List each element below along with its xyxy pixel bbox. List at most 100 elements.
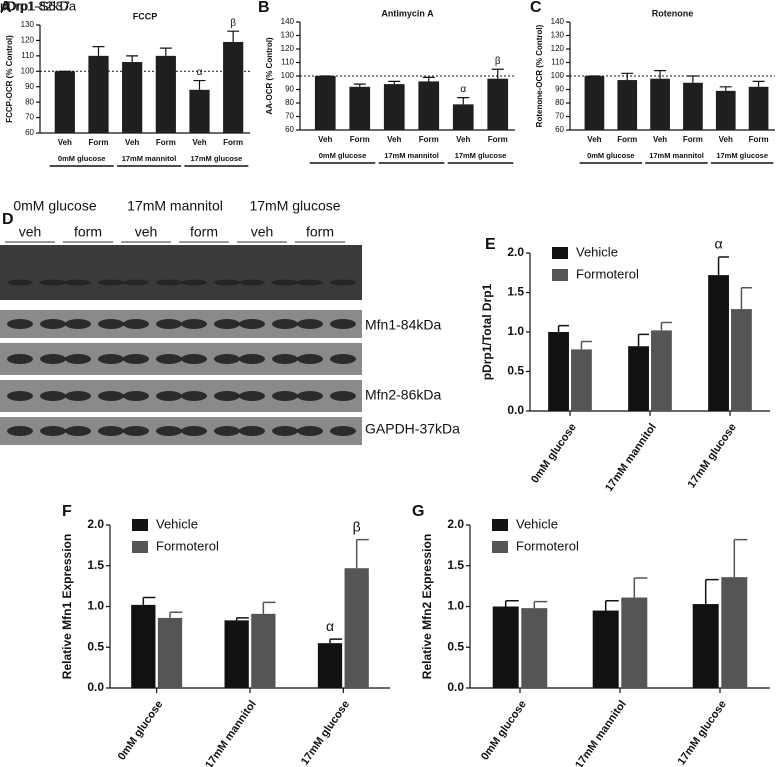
blot-band	[330, 319, 356, 329]
annotation: β	[353, 518, 361, 534]
blot-band	[156, 279, 182, 286]
bar	[131, 604, 156, 688]
blot-band-label: GAPDH-37kDa	[365, 421, 460, 437]
blot-band	[156, 354, 182, 364]
x-tick-label: 0mM glucose	[529, 422, 579, 486]
blot-band	[330, 279, 356, 286]
blot-band	[7, 279, 33, 286]
y-tick-label: 2.0	[507, 245, 524, 259]
panel-letter: G	[412, 503, 424, 520]
error-bar	[654, 70, 667, 79]
y-tick-label: 0.0	[507, 403, 524, 417]
error-bar	[686, 75, 699, 83]
y-tick-label: 100	[21, 66, 35, 75]
blot-band-label: Mfn1-84kDa	[365, 317, 441, 333]
blot-band	[181, 426, 207, 436]
y-tick-label: 60	[285, 125, 294, 134]
blot-band	[330, 426, 356, 436]
bar	[592, 610, 619, 688]
y-axis-label: Relative Mfn1 Expression	[60, 534, 74, 679]
blot-band	[181, 319, 207, 329]
group-label: 17mM glucose	[716, 151, 768, 160]
bar	[621, 597, 648, 688]
x-tick-label: 17mM mannitol	[603, 422, 659, 494]
error-bar	[533, 600, 548, 609]
legend-swatch	[492, 519, 508, 531]
y-tick-label: 0.0	[87, 680, 104, 694]
y-tick-label: 110	[21, 51, 34, 60]
y-tick-label: 140	[281, 17, 295, 26]
y-tick-label: 0.5	[87, 639, 104, 653]
annotation: β	[230, 18, 236, 29]
bar	[317, 643, 343, 688]
bar	[122, 62, 143, 133]
blot-strip	[0, 245, 362, 300]
blot-band	[181, 354, 207, 364]
blot-band	[272, 354, 298, 364]
blot-band	[239, 319, 265, 329]
error-bar	[422, 76, 435, 82]
x-tick-label: Form	[223, 138, 243, 147]
blot-band	[98, 279, 124, 286]
y-tick-label: 120	[281, 44, 295, 53]
legend-label: Formoterol	[516, 538, 579, 553]
bar	[487, 78, 509, 130]
chart-title: Rotenone	[652, 8, 694, 18]
blot-band	[239, 279, 265, 286]
legend-label: Vehicle	[156, 516, 198, 531]
x-tick-label: Form	[156, 138, 176, 147]
blot-lane-label: form	[74, 224, 102, 240]
error-bar	[491, 68, 504, 79]
bar	[383, 84, 405, 130]
x-tick-label: Veh	[719, 135, 733, 144]
y-tick-label: 120	[551, 44, 565, 53]
blot-band	[272, 279, 298, 286]
bar	[708, 275, 729, 411]
y-axis-label: Relative Mfn2 Expression	[420, 534, 434, 679]
overlay-label: Drp1-82kDa	[6, 0, 77, 13]
error-bar	[733, 538, 748, 578]
y-tick-label: 1.5	[507, 285, 524, 299]
bar	[349, 86, 371, 130]
blot-band	[330, 354, 356, 364]
blot-band	[214, 391, 240, 401]
y-tick-label: 120	[21, 36, 35, 45]
x-tick-label: Form	[617, 135, 637, 144]
bar	[251, 613, 276, 688]
y-tick-label: 0.0	[447, 680, 464, 694]
blot-band	[7, 426, 33, 436]
x-tick-label: 0mM glucose	[116, 699, 166, 763]
blot-band	[156, 426, 182, 436]
blot-band	[40, 391, 66, 401]
bar	[628, 346, 649, 411]
error-bar	[193, 79, 206, 90]
bar	[651, 330, 672, 411]
blot-band	[123, 354, 149, 364]
blot-band	[40, 279, 66, 286]
y-tick-label: 1.0	[447, 599, 464, 613]
error-bar	[717, 256, 729, 276]
blot-band	[297, 279, 323, 286]
legend-swatch	[132, 541, 148, 553]
blot-band	[98, 391, 124, 401]
chart-title: Antimycin A	[381, 8, 434, 18]
bar	[452, 104, 474, 130]
panel-letter: D	[2, 211, 14, 228]
y-tick-label: 80	[555, 98, 564, 107]
error-bar	[227, 30, 240, 42]
bar	[224, 620, 249, 688]
x-tick-label: Form	[683, 135, 703, 144]
legend-swatch	[552, 269, 568, 281]
blot-band	[214, 279, 240, 286]
blot-band	[123, 279, 149, 286]
blot-lane-label: veh	[135, 224, 158, 240]
bar	[692, 604, 719, 688]
bar	[731, 309, 752, 411]
error-bar	[621, 72, 634, 81]
error-bar	[752, 80, 765, 87]
bar	[189, 89, 210, 133]
y-tick-label: 1.5	[87, 558, 104, 572]
group-label: 17mM glucose	[455, 151, 507, 160]
group-label: 17mM glucose	[190, 154, 242, 163]
x-tick-label: 0mM glucose	[479, 699, 529, 763]
